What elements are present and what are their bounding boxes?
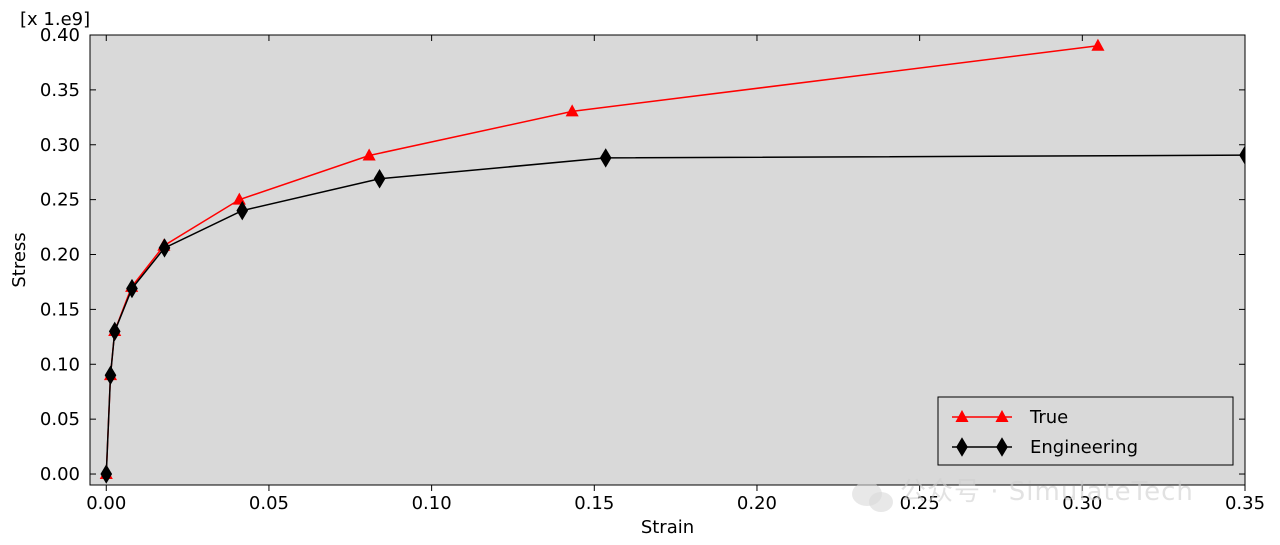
stress-strain-chart: [x 1.e9]0.000.050.100.150.200.250.300.35…	[0, 0, 1280, 545]
y-axis-label: Stress	[9, 232, 30, 287]
x-axis-label: Strain	[641, 517, 694, 538]
x-tick-label: 0.10	[412, 493, 452, 514]
chart-svg: [x 1.e9]0.000.050.100.150.200.250.300.35…	[0, 0, 1280, 545]
y-tick-label: 0.00	[40, 464, 80, 485]
y-tick-label: 0.25	[40, 190, 80, 211]
y-tick-label: 0.30	[40, 135, 80, 156]
x-tick-label: 0.20	[737, 493, 777, 514]
y-tick-label: 0.10	[40, 354, 80, 375]
y-tick-label: 0.15	[40, 299, 80, 320]
plot-area	[90, 35, 1245, 485]
x-tick-label: 0.00	[86, 493, 126, 514]
watermark-text: 公众号 · SimulateTech	[900, 477, 1194, 507]
legend-label: Engineering	[1030, 437, 1138, 458]
y-tick-label: 0.40	[40, 25, 80, 46]
x-tick-label: 0.15	[574, 493, 614, 514]
x-tick-label: 0.35	[1225, 493, 1265, 514]
x-tick-label: 0.05	[249, 493, 289, 514]
y-tick-label: 0.35	[40, 80, 80, 101]
watermark: 公众号 · SimulateTech	[852, 477, 1194, 512]
wechat-icon	[852, 482, 893, 512]
y-tick-label: 0.20	[40, 245, 80, 266]
y-tick-label: 0.05	[40, 409, 80, 430]
legend-label: True	[1029, 407, 1068, 428]
